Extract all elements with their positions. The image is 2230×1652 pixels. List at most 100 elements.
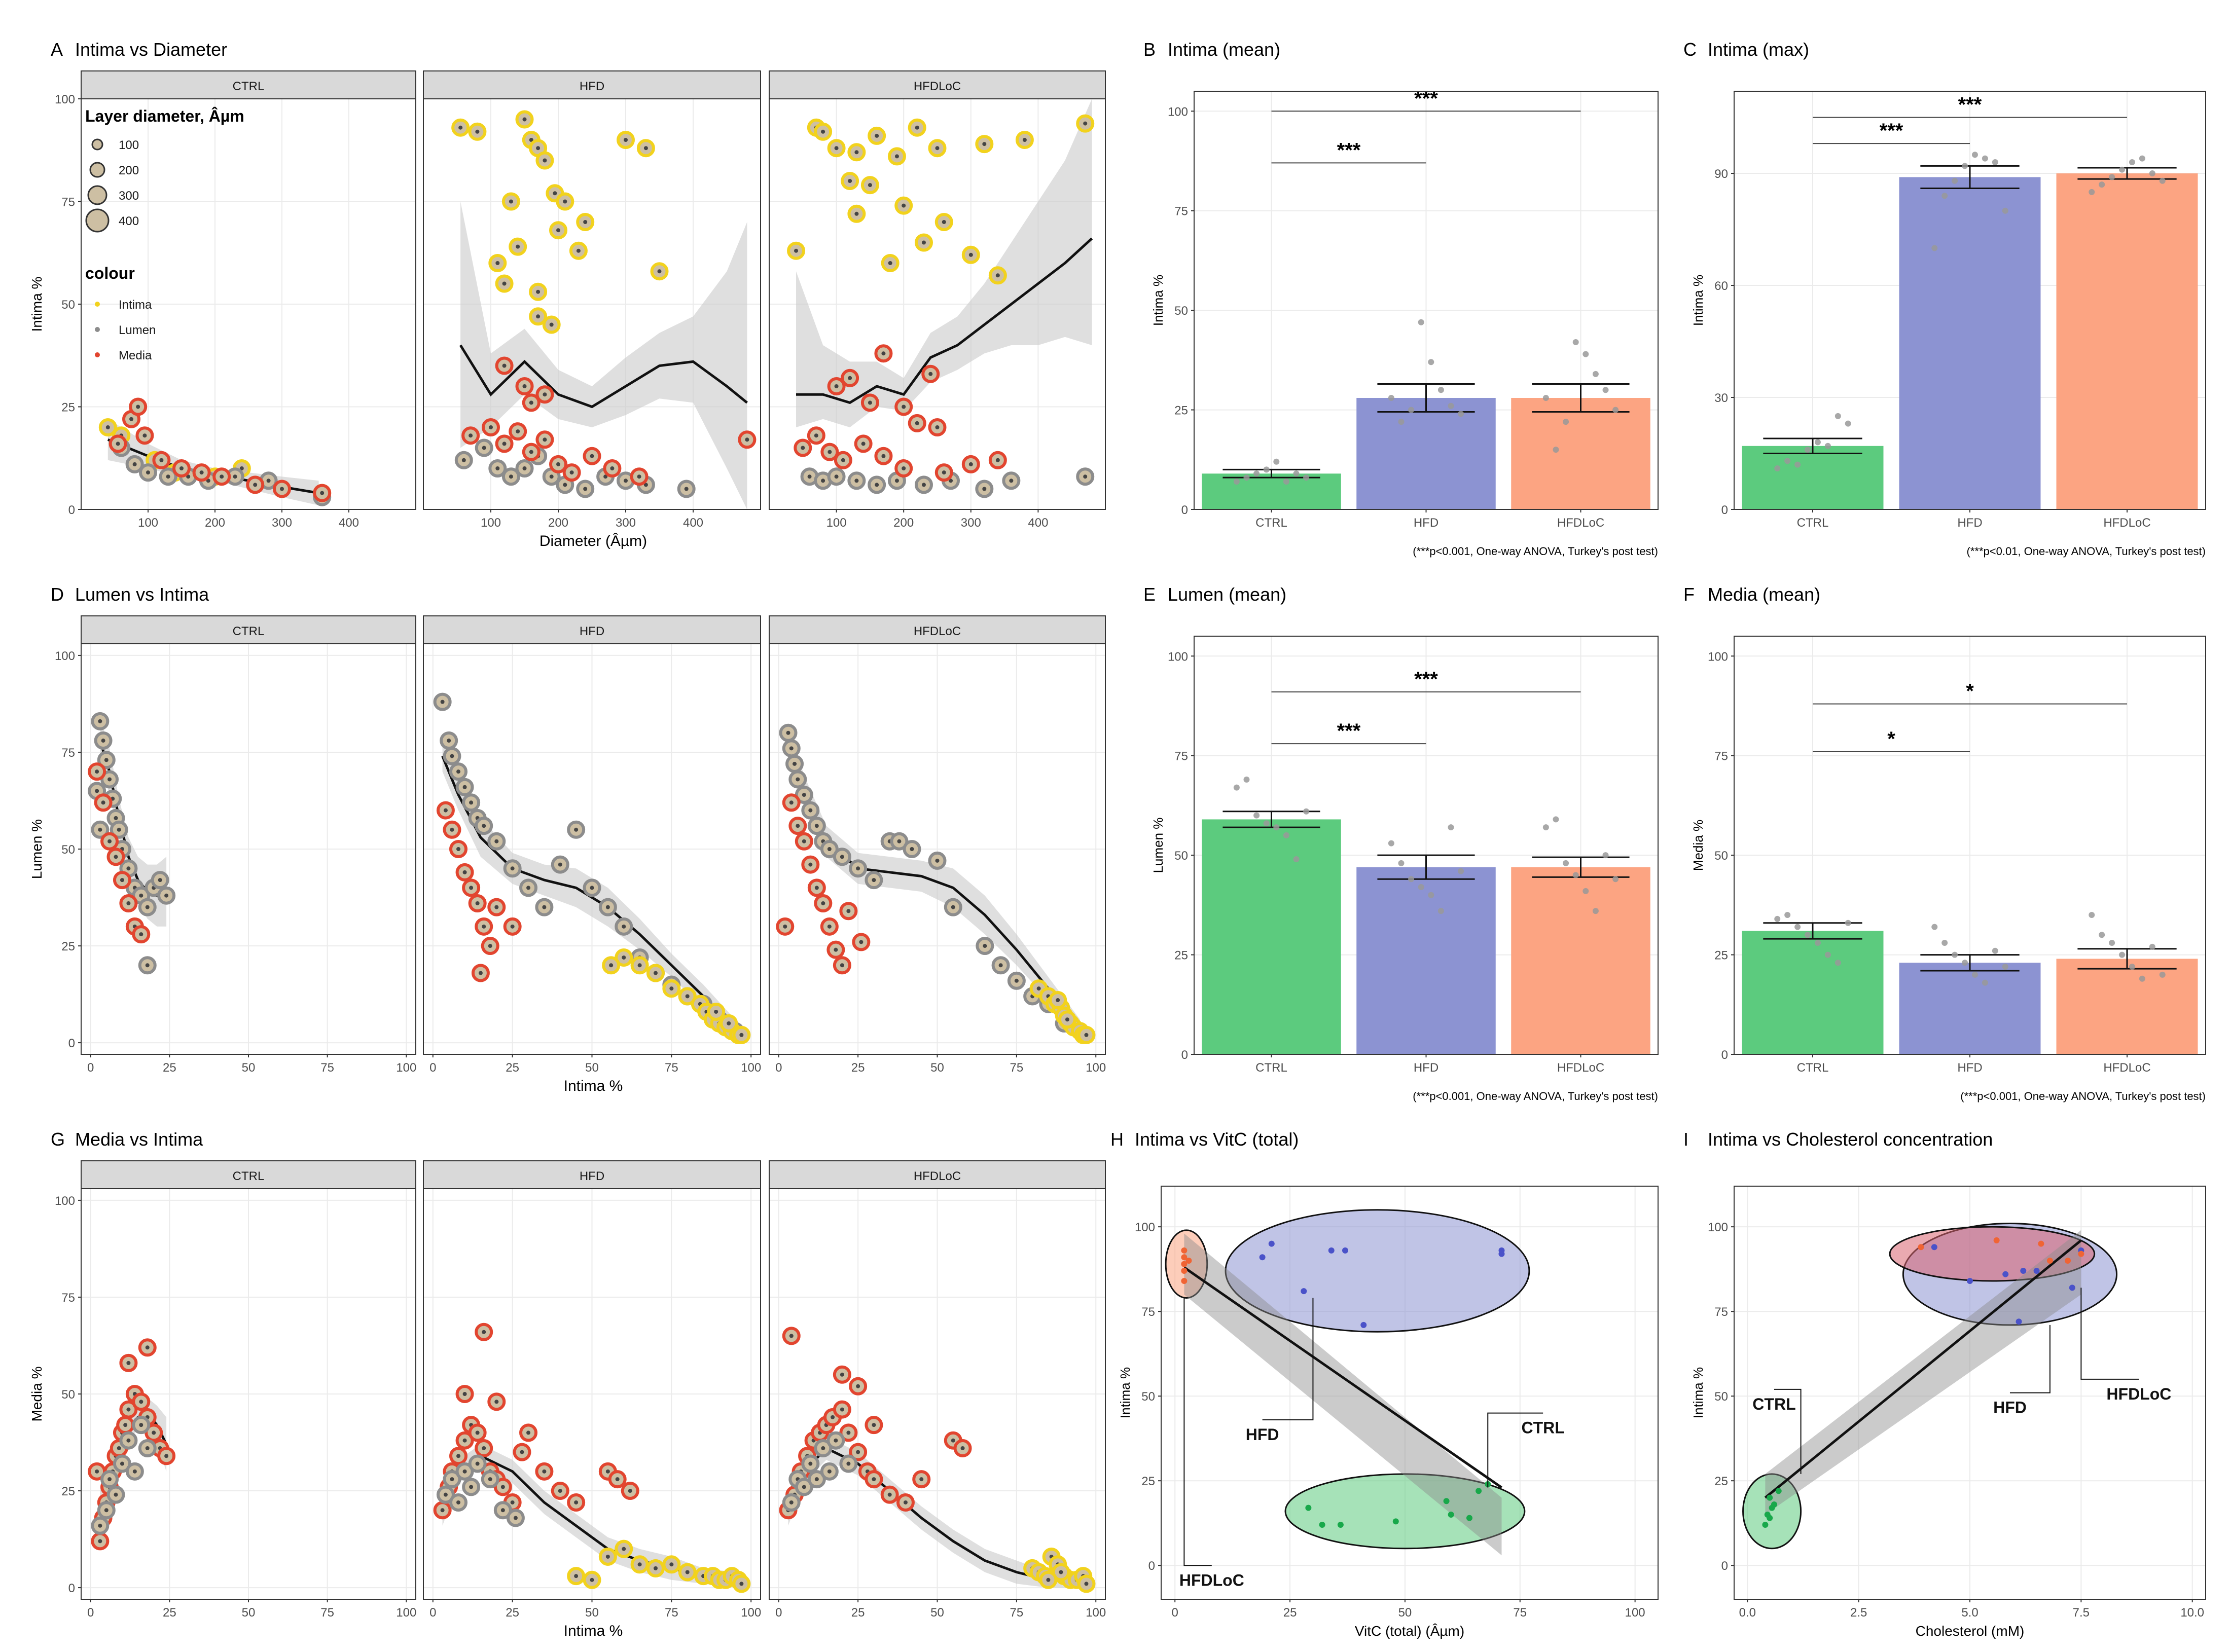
x-tick-label: 300 [272,516,292,530]
smooth-confidence-band [460,201,747,509]
x-tick-label: 100 [396,1061,416,1075]
y-tick-label: 100 [1168,105,1188,119]
jitter-point [2002,964,2008,970]
jitter-point [1612,876,1619,883]
data-point-center [475,901,480,905]
data-point-center [846,1430,851,1435]
x-tick-label: 25 [1283,1606,1297,1620]
panel-title-F: Media (mean) [1708,584,1820,605]
data-point-center [179,466,184,470]
annotation-leader [2080,1288,2139,1380]
data-point-ctrl [1443,1498,1450,1504]
data-point-center [500,1508,505,1513]
panel-letter-A: A [51,39,63,60]
data-point-center [462,1469,467,1474]
data-point-center [462,1392,467,1396]
data-point-center [872,1477,876,1482]
y-axis-label: Intima % [1118,1367,1133,1418]
x-tick-label: 100 [1086,1606,1106,1620]
data-point-center [875,483,879,487]
data-point-center [935,146,940,151]
data-point-center [887,1492,892,1497]
x-tick-label: 7.5 [2073,1606,2090,1620]
data-point-hfd [1931,1244,1937,1251]
significance-label: *** [1337,139,1361,161]
x-tick-label: 50 [1398,1606,1412,1620]
data-point-center [510,1500,515,1504]
y-tick-label: 25 [61,1485,75,1498]
annotation-label: CTRL [1521,1419,1564,1437]
data-point-center [510,866,515,871]
x-tick-label: HFD [1414,1061,1438,1075]
data-point-center [220,474,224,479]
data-point-center [949,479,953,483]
data-point-center [897,839,902,843]
data-point-center [859,940,864,944]
y-tick-label: 75 [1174,750,1188,763]
data-point-center [622,955,626,960]
data-point-center [1084,1033,1089,1037]
data-point-center [543,158,547,163]
jitter-point [1941,193,1948,199]
legend-size-title: Layer diameter, Âµm [85,107,244,125]
data-point-center [569,470,574,475]
legend-colour-swatch [95,352,100,357]
data-point-center [542,905,547,909]
panel-title-H: Intima vs VitC (total) [1135,1129,1299,1150]
data-point-center [502,281,507,286]
data-point-center [834,146,839,151]
data-point-center [856,866,860,871]
data-point-center [643,483,648,487]
data-point-center [841,458,845,462]
y-tick-label: 25 [61,940,75,953]
legend-size-swatch [85,208,110,233]
data-point-center [684,487,689,491]
legend: Layer diameter, Âµm 100 200 300 400 colour Int… [85,107,244,362]
data-point-center [482,446,486,450]
data-point-center [727,1021,731,1025]
data-point-center [136,405,140,409]
data-point-center [802,1485,806,1489]
data-point-center [95,789,99,793]
data-point-center [488,1477,492,1482]
jitter-point [2119,166,2126,173]
jitter-point [1448,824,1454,831]
data-point-center [605,1469,610,1474]
x-tick-label: 50 [930,1606,944,1620]
data-point-center [509,474,513,479]
legend-size-label: 200 [119,164,139,177]
y-axis-label: Media % [29,1367,45,1422]
data-point-center [894,154,899,159]
smooth-line [796,237,1093,405]
data-point-center [685,994,690,999]
annotation-leader [1183,1298,1212,1566]
jitter-point [1784,912,1791,918]
y-tick-label: 75 [61,196,75,209]
data-point-hfd [2069,1284,2075,1291]
data-point-center [129,417,133,421]
smooth-confidence-band [100,717,167,927]
data-point-center [821,129,825,134]
y-axis-label: Intima % [1691,1367,1706,1418]
x-tick-label: CTRL [1797,516,1829,530]
data-point-center [526,1430,531,1435]
jitter-point [1398,860,1405,866]
data-point-center [814,1477,819,1482]
data-point-center [126,1438,131,1443]
data-point-center [105,425,110,429]
x-tick-label: 100 [1625,1606,1645,1620]
legend-colour-swatch [95,327,100,332]
data-point-center [482,924,486,929]
data-point-center [1009,479,1014,483]
data-point-center [132,462,137,466]
x-tick-label: HFDLoC [2103,1061,2150,1075]
data-point-center [854,211,859,216]
x-tick-label: 0.0 [1739,1606,1756,1620]
data-point-ctrl [1319,1522,1325,1528]
x-tick-label: 75 [665,1061,678,1075]
facet-strip [423,70,761,99]
facet-label: HFD [580,1169,604,1183]
data-point-center [469,800,474,805]
data-point-center [462,870,467,874]
